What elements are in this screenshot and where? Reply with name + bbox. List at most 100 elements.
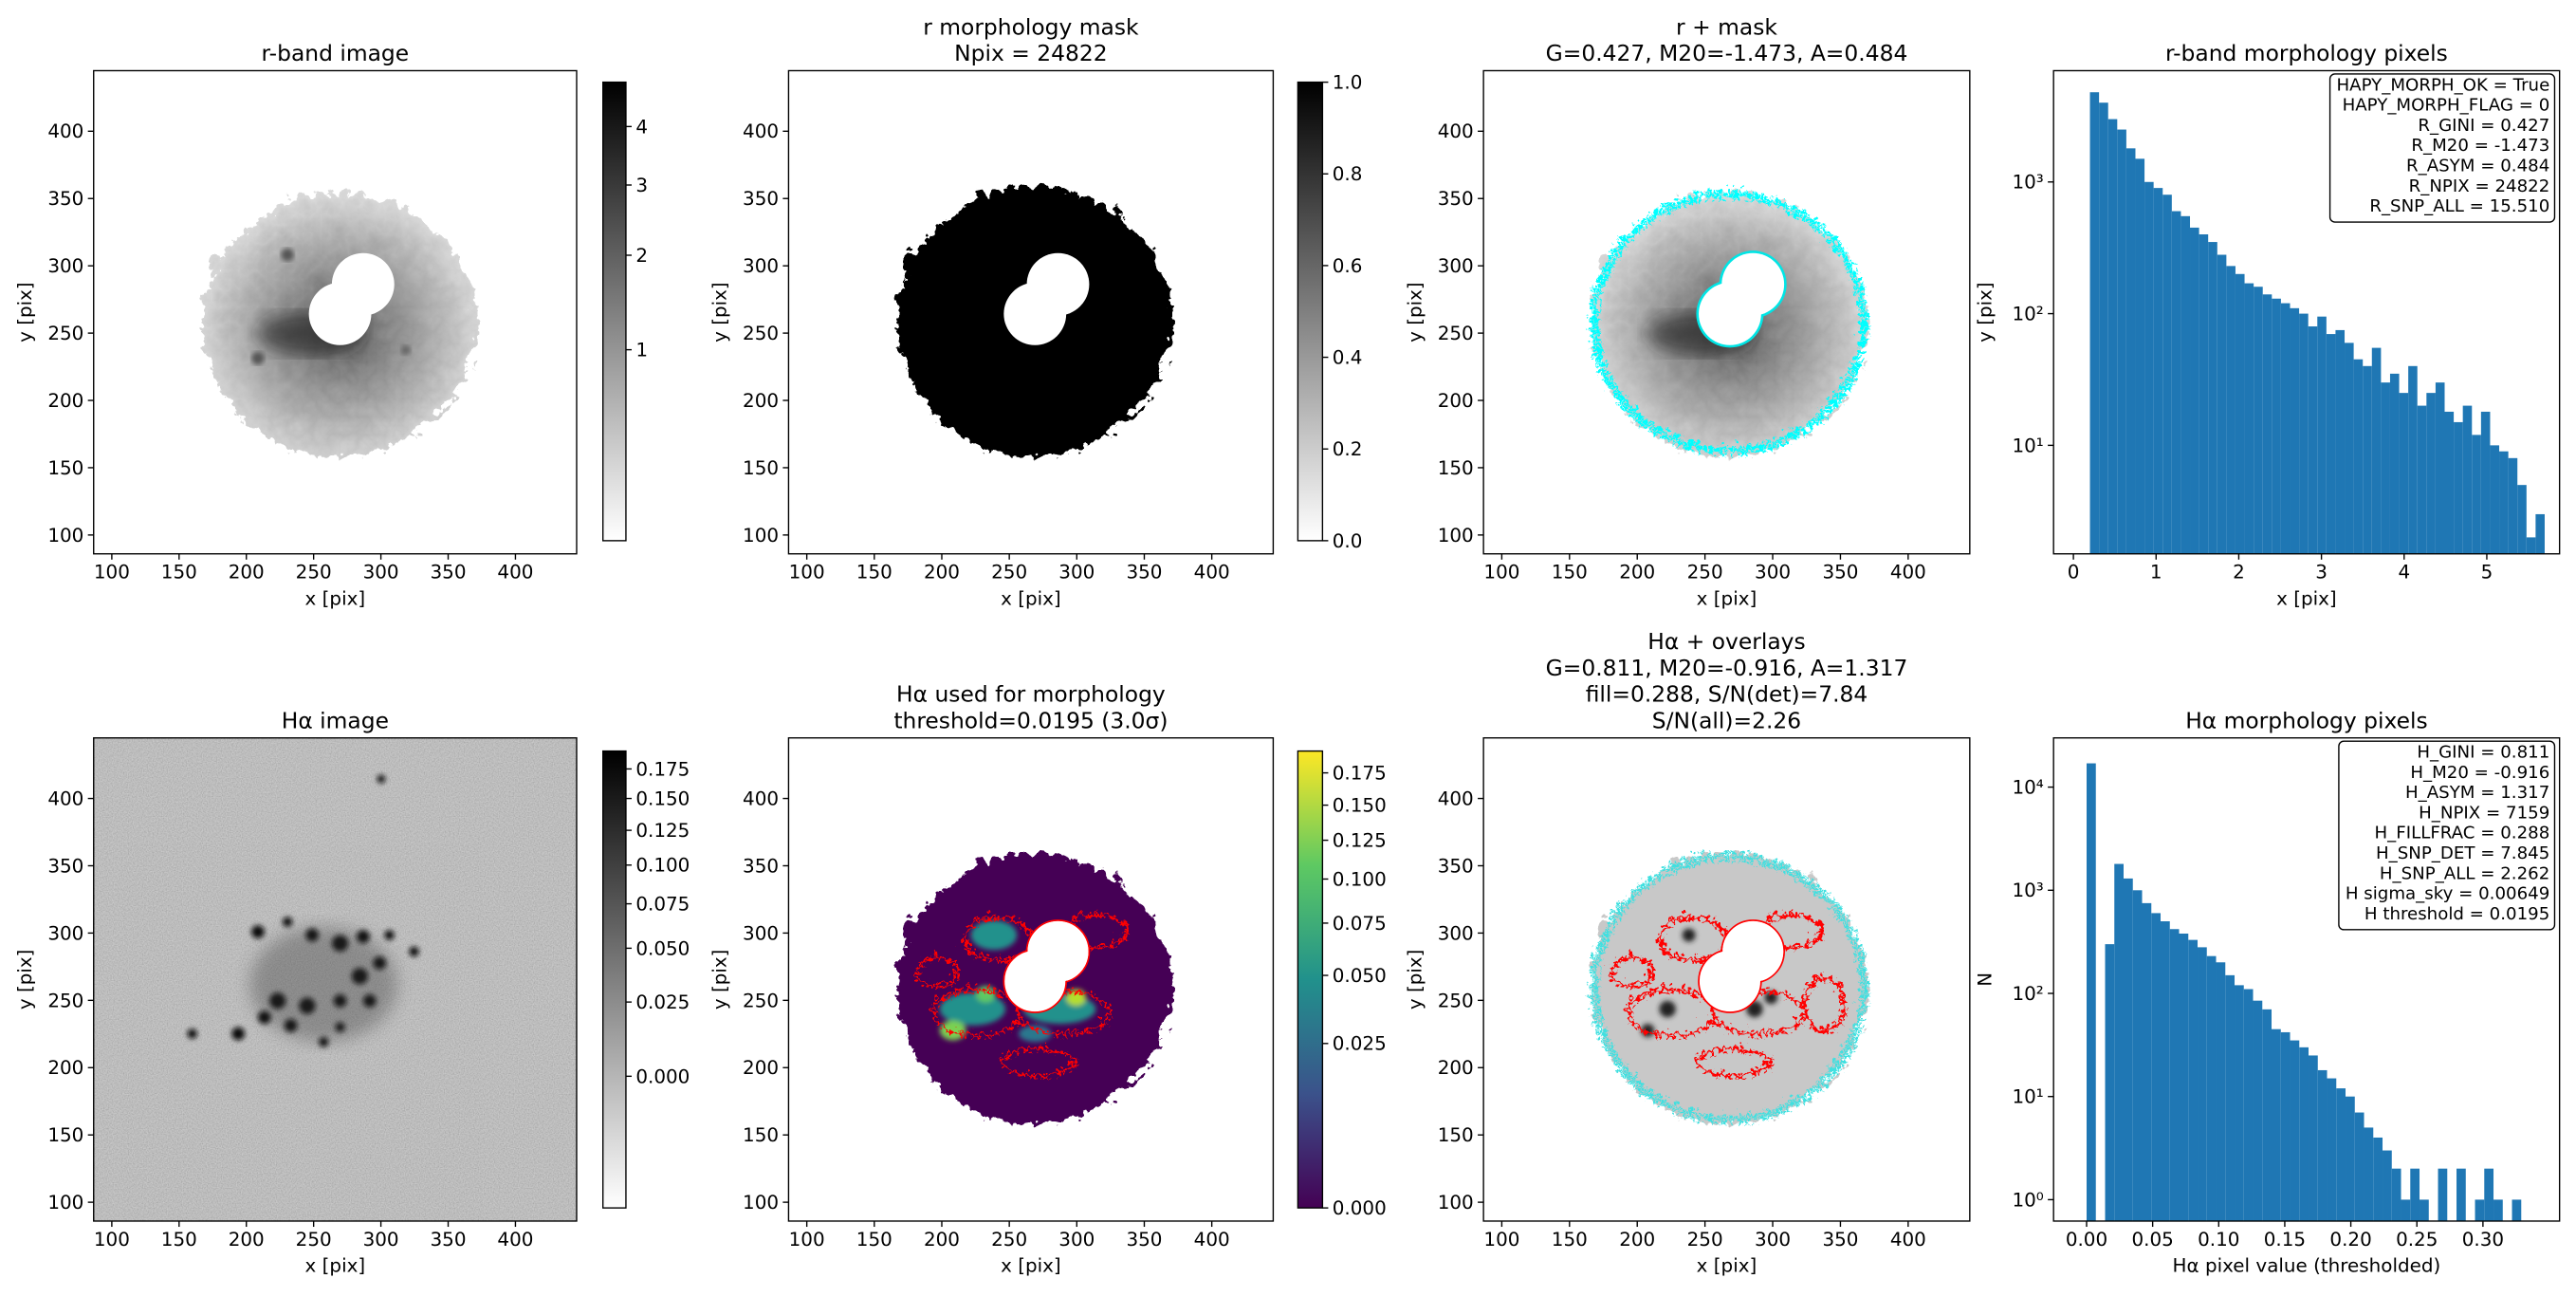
x-tick-label: 5 xyxy=(2481,562,2493,584)
chart-title: G=0.811, M20=-0.916, A=1.317 xyxy=(1546,655,1908,681)
y-tick-label: 200 xyxy=(743,1057,779,1079)
masked-star xyxy=(308,282,372,345)
x-tick-label: 0.05 xyxy=(2131,1229,2173,1251)
bar xyxy=(2391,1168,2401,1221)
y-tick-label: 350 xyxy=(47,188,83,210)
image-mask xyxy=(892,182,1168,453)
bar xyxy=(2308,326,2318,554)
y-tick-label: 150 xyxy=(743,457,779,479)
y-tick-label: 200 xyxy=(47,1057,83,1079)
knot xyxy=(281,248,295,262)
x-tick-label: 1 xyxy=(2150,562,2162,584)
colorbar xyxy=(602,750,627,1209)
colorbar-tick-label: 0.175 xyxy=(1333,763,1387,785)
bar xyxy=(2199,234,2209,554)
knot xyxy=(1659,1000,1676,1018)
x-tick-label: 400 xyxy=(1890,1229,1926,1251)
y-tick-label: 10¹ xyxy=(2012,435,2043,456)
colorbar-tick-label: 3 xyxy=(635,175,648,196)
bar xyxy=(2373,1137,2383,1221)
bar xyxy=(2508,457,2518,554)
chart-title: fill=0.288, S/N(det)=7.84 xyxy=(1586,681,1868,708)
bar xyxy=(2438,1168,2448,1221)
y-tick-label: 350 xyxy=(743,188,779,210)
colorbar-tick-label: 0.6 xyxy=(1333,255,1363,277)
colorbar xyxy=(1297,81,1324,542)
x-axis-label: x [pix] xyxy=(1001,1255,1061,1277)
bar xyxy=(2254,287,2263,554)
colorbar xyxy=(1297,750,1324,1209)
y-tick-label: 350 xyxy=(1438,855,1474,877)
axes-frame xyxy=(93,737,578,1222)
knot xyxy=(377,774,386,784)
bar xyxy=(2124,878,2133,1221)
knot xyxy=(251,925,265,939)
axes-frame xyxy=(787,737,1275,1222)
x-tick-label: 350 xyxy=(431,1229,467,1251)
bar xyxy=(2280,303,2291,554)
patch xyxy=(1066,989,1086,1007)
x-tick-label: 150 xyxy=(1552,562,1588,584)
contour xyxy=(1654,912,1724,959)
y-tick-label: 100 xyxy=(47,525,83,547)
x-tick-label: 0.00 xyxy=(2066,1229,2107,1251)
y-tick-label: 200 xyxy=(1438,390,1474,412)
y-tick-label: 400 xyxy=(743,787,779,809)
x-tick-label: 200 xyxy=(924,562,960,584)
bar xyxy=(2153,188,2163,554)
x-tick-label: 100 xyxy=(1483,1229,1519,1251)
bar xyxy=(2401,1199,2411,1221)
bar xyxy=(2114,863,2125,1221)
image-r xyxy=(196,189,473,453)
annotation-line: R_NPIX = 24822 xyxy=(2409,176,2550,196)
y-tick-label: 150 xyxy=(47,1124,83,1146)
colorbar-tick-label: 0.175 xyxy=(635,758,690,780)
x-tick-label: 250 xyxy=(296,1229,332,1251)
bar xyxy=(2371,347,2382,554)
patch xyxy=(939,992,1006,1026)
chart-title: Hα + overlays xyxy=(1647,628,1805,655)
bar xyxy=(2454,421,2463,554)
contour xyxy=(997,1044,1073,1073)
x-axis-label: x [pix] xyxy=(305,1255,366,1277)
x-tick-label: 300 xyxy=(1058,562,1095,584)
bar xyxy=(2299,313,2309,554)
diffuse xyxy=(249,926,398,1043)
y-tick-label: 100 xyxy=(1438,525,1474,547)
bar xyxy=(2208,242,2217,554)
x-tick-label: 0.15 xyxy=(2264,1229,2306,1251)
bar xyxy=(2135,158,2145,554)
bar xyxy=(2462,405,2473,554)
x-tick-label: 200 xyxy=(229,1229,265,1251)
x-tick-label: 350 xyxy=(431,562,467,584)
x-axis-label: Hα pixel value (thresholded) xyxy=(2173,1255,2441,1277)
bar xyxy=(2346,1096,2355,1221)
x-tick-label: 300 xyxy=(1058,1229,1095,1251)
annotation-line: HAPY_MORPH_FLAG = 0 xyxy=(2343,96,2550,116)
bar xyxy=(2399,393,2409,554)
x-axis-label: x [pix] xyxy=(1001,587,1061,609)
bar xyxy=(2290,1040,2300,1221)
x-tick-label: 400 xyxy=(497,562,533,584)
x-tick-label: 350 xyxy=(1822,562,1858,584)
x-tick-label: 0.25 xyxy=(2396,1229,2438,1251)
bar xyxy=(2517,485,2527,554)
y-tick-label: 10³ xyxy=(2012,880,2043,901)
bar xyxy=(2161,921,2170,1221)
colorbar-tick-label: 0.025 xyxy=(635,991,690,1013)
bar xyxy=(2142,902,2152,1221)
y-tick-label: 10³ xyxy=(2012,172,2043,194)
y-tick-label: 100 xyxy=(1438,1192,1474,1214)
x-tick-label: 350 xyxy=(1822,1229,1858,1251)
bar xyxy=(2188,939,2199,1221)
bar xyxy=(2086,763,2096,1221)
knot xyxy=(1682,928,1696,942)
bar xyxy=(2262,294,2272,554)
bar xyxy=(2171,211,2181,554)
bar xyxy=(2363,365,2372,554)
y-tick-label: 350 xyxy=(1438,188,1474,210)
y-axis-label: y [pix] xyxy=(709,282,731,343)
bar xyxy=(2179,933,2189,1221)
bar xyxy=(2456,1168,2466,1221)
annotation-line: H sigma_sky = 0.00649 xyxy=(2346,884,2549,904)
